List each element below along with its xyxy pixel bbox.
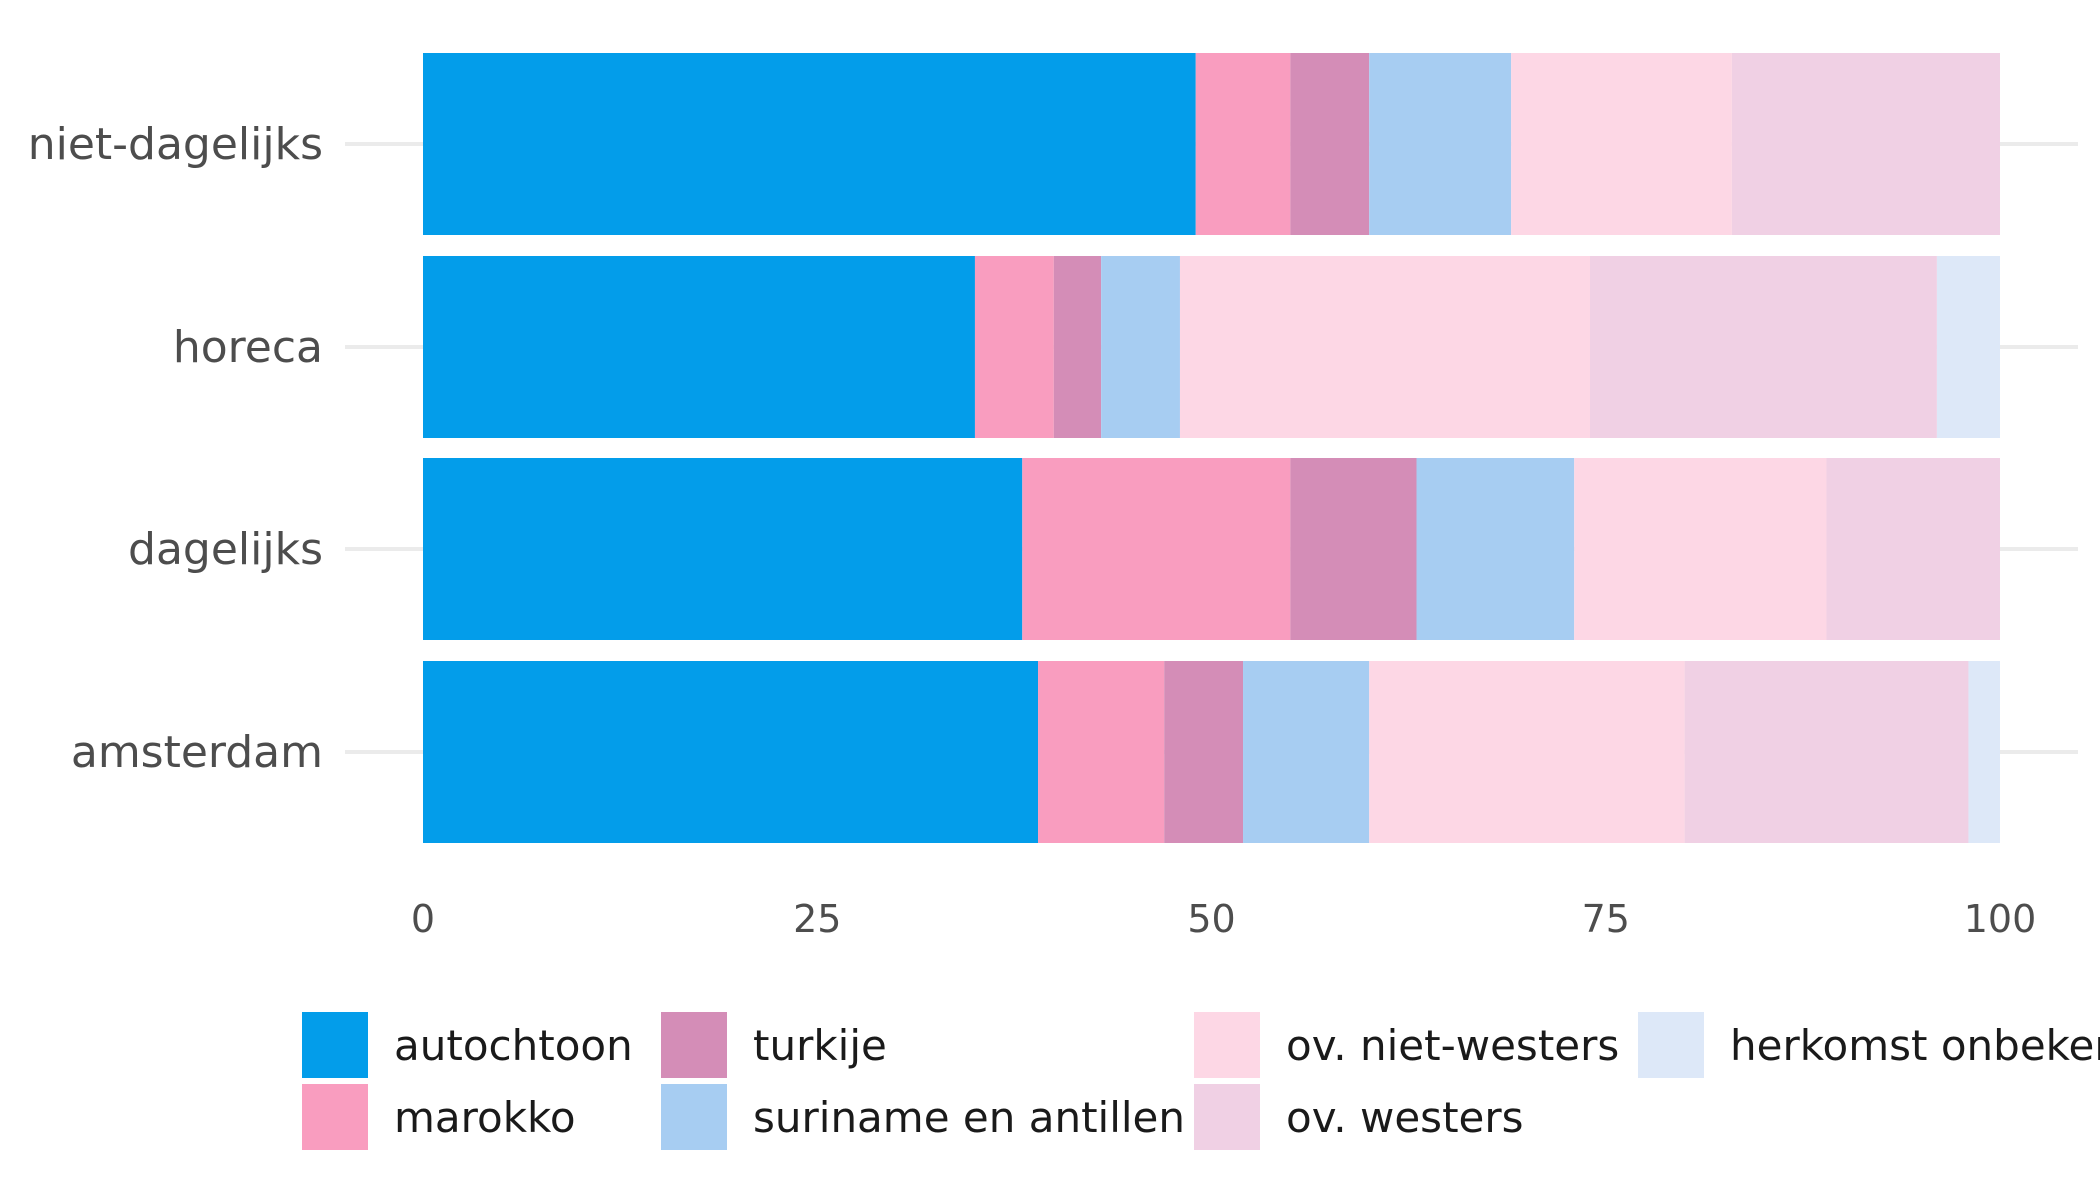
bar-horeca-turkije <box>1053 256 1102 438</box>
legend-key-ov-niet-westers <box>1194 1012 1260 1078</box>
legend-label-turkije: turkije <box>753 1021 887 1070</box>
grid-layer <box>345 142 2078 754</box>
bar-horeca-marokko <box>974 256 1054 438</box>
x-tick-50: 50 <box>1187 897 1235 941</box>
legend: autochtoon marokko turkije suriname en anti… <box>302 1012 2100 1150</box>
bar-amsterdam-herkomst-onbekend <box>1968 661 2000 843</box>
bar-horeca-suriname-en-antillen <box>1101 256 1180 438</box>
bar-amsterdam-ov-niet-westers <box>1369 661 1685 843</box>
legend-key-marokko <box>302 1084 368 1150</box>
y-label-horeca: horeca <box>173 322 323 373</box>
bar-dagelijks-ov-westers <box>1826 458 2000 640</box>
x-axis-ticks: 0 25 50 75 100 <box>411 897 2036 941</box>
bar-amsterdam-autochtoon <box>423 661 1039 843</box>
bar-niet-dagelijks-suriname-en-antillen <box>1369 53 1512 235</box>
y-label-dagelijks: dagelijks <box>128 524 323 575</box>
bar-niet-dagelijks-turkije <box>1290 53 1370 235</box>
x-tick-0: 0 <box>411 897 435 941</box>
bar-niet-dagelijks-ov-westers <box>1731 53 2000 235</box>
bar-amsterdam-turkije <box>1164 661 1244 843</box>
legend-key-turkije <box>661 1012 727 1078</box>
bar-amsterdam-marokko <box>1038 661 1165 843</box>
x-tick-75: 75 <box>1582 897 1630 941</box>
bar-amsterdam-ov-westers <box>1684 661 1969 843</box>
y-axis-labels: niet-dagelijks horeca dagelijks amsterdam <box>28 119 323 778</box>
bar-niet-dagelijks-ov-niet-westers <box>1511 53 1732 235</box>
y-label-amsterdam: amsterdam <box>71 727 323 778</box>
bar-niet-dagelijks-marokko <box>1195 53 1291 235</box>
legend-key-suriname-en-antillen <box>661 1084 727 1150</box>
legend-label-ov-westers: ov. westers <box>1286 1093 1524 1142</box>
bar-dagelijks-autochtoon <box>423 458 1023 640</box>
legend-label-suriname-en-antillen: suriname en antillen <box>753 1093 1185 1142</box>
bar-dagelijks-suriname-en-antillen <box>1416 458 1575 640</box>
bars-layer <box>423 53 2000 843</box>
x-tick-25: 25 <box>793 897 841 941</box>
bar-amsterdam-suriname-en-antillen <box>1243 661 1370 843</box>
legend-label-ov-niet-westers: ov. niet-westers <box>1286 1021 1619 1070</box>
legend-key-autochtoon <box>302 1012 368 1078</box>
bar-dagelijks-ov-niet-westers <box>1574 458 1827 640</box>
legend-label-marokko: marokko <box>394 1093 576 1142</box>
bar-horeca-ov-niet-westers <box>1179 256 1590 438</box>
x-tick-100: 100 <box>1964 897 2037 941</box>
bar-horeca-ov-westers <box>1589 256 1937 438</box>
bar-niet-dagelijks-autochtoon <box>423 53 1196 235</box>
bar-dagelijks-marokko <box>1022 458 1291 640</box>
legend-key-herkomst-onbekend <box>1638 1012 1704 1078</box>
bar-dagelijks-turkije <box>1290 458 1417 640</box>
legend-key-ov-westers <box>1194 1084 1260 1150</box>
bar-horeca-herkomst-onbekend <box>1936 256 2000 438</box>
legend-label-autochtoon: autochtoon <box>394 1021 633 1070</box>
bar-horeca-autochtoon <box>423 256 975 438</box>
y-label-niet-dagelijks: niet-dagelijks <box>28 119 323 170</box>
legend-label-herkomst-onbekend: herkomst onbekend <box>1730 1021 2100 1070</box>
